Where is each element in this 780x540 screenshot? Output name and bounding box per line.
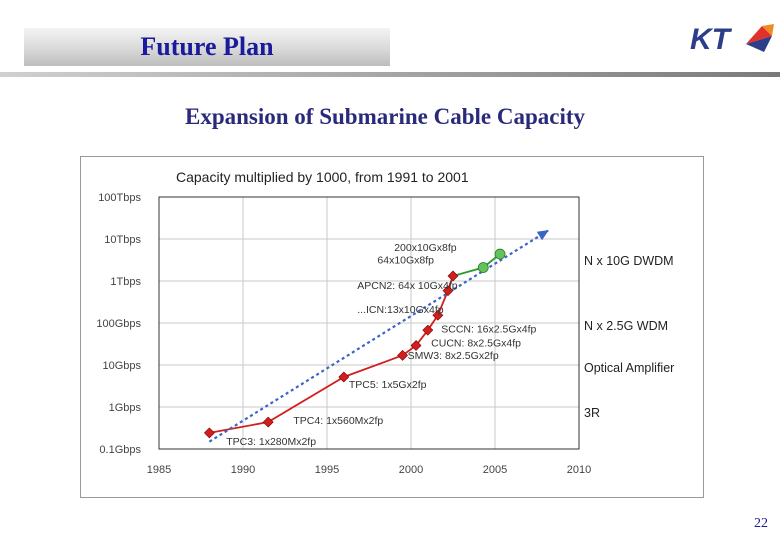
data-point-red (397, 349, 409, 361)
slide-subtitle: Expansion of Submarine Cable Capacity (184, 104, 585, 129)
annotation-label: ...ICN:13x10Gx4fp (357, 304, 444, 316)
logo-text: KT (690, 23, 733, 56)
x-tick-label: 2010 (567, 464, 591, 476)
annotation-label: TPC3: 1x280Mx2fp (226, 436, 316, 448)
annotation-label: SMW3: 8x2.5Gx2fp (408, 350, 499, 362)
x-tick-label: 2000 (399, 464, 423, 476)
series-line-green (452, 253, 501, 277)
x-tick-label: 1990 (231, 464, 255, 476)
y-tick-label: 10Gbps (102, 360, 141, 372)
y-tick-label: 10Tbps (104, 234, 141, 246)
capacity-chart: 1985 1990 1995 2000 2005 2010 0.1Gbps 1Gbps 10Gb… (96, 169, 674, 476)
page-title: Future Plan (140, 32, 274, 61)
annotation-label: 64x10Gx8fp (377, 255, 434, 267)
page-number: 22 (754, 516, 768, 531)
side-label: Optical Amplifier (584, 361, 674, 375)
trend-arrow-icon (536, 230, 549, 241)
data-point-red (203, 427, 215, 439)
data-point-red (410, 340, 422, 351)
y-tick-label: 100Tbps (98, 192, 141, 204)
data-point-red (432, 309, 444, 321)
side-label: 3R (584, 406, 600, 420)
data-point-red (338, 371, 350, 383)
y-tick-label: 1Gbps (109, 402, 142, 414)
y-tick-label: 0.1Gbps (99, 444, 141, 456)
data-point-red (447, 270, 459, 282)
annotation-label: SCCN: 16x2.5Gx4fp (441, 324, 536, 336)
logo-mark-icon (746, 24, 774, 52)
data-point-red (442, 285, 454, 297)
x-tick-label: 1995 (315, 464, 339, 476)
title-bar: Future Plan (24, 28, 390, 66)
kt-logo: KT (690, 23, 774, 56)
header-rule (0, 72, 780, 77)
chart-frame: 1985 1990 1995 2000 2005 2010 0.1Gbps 1Gbps 10Gb… (80, 156, 704, 498)
annotation-label: CUCN: 8x2.5Gx4fp (431, 338, 521, 350)
annotation-label: TPC5: 1x5Gx2fp (349, 379, 427, 391)
data-point-green (494, 248, 506, 260)
chart-title: Capacity multiplied by 1000, from 1991 t… (176, 169, 469, 185)
data-point-red (422, 324, 434, 336)
plot-border (158, 196, 580, 450)
annotation-label: 200x10Gx8fp (394, 242, 457, 254)
y-tick-label: 1Tbps (110, 276, 141, 288)
x-tick-label: 2005 (483, 464, 507, 476)
side-label: N x 2.5G WDM (584, 319, 668, 333)
side-label: N x 10G DWDM (584, 254, 674, 268)
y-tick-label: 100Gbps (96, 318, 141, 330)
data-point-red (262, 416, 274, 428)
data-point-green (477, 262, 489, 273)
x-tick-label: 1985 (147, 464, 171, 476)
annotation-label: APCN2: 64x 10Gx4fp (357, 280, 458, 292)
trend-line (208, 229, 550, 443)
annotation-label: TPC4: 1x560Mx2fp (293, 415, 383, 427)
